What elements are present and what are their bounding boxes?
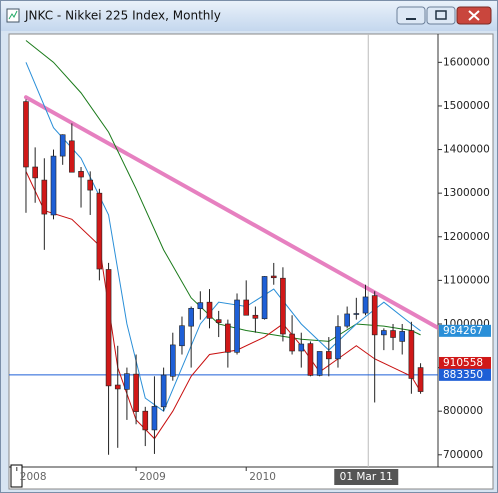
minimize-button[interactable] [396, 6, 426, 25]
price-label: 984267 [443, 325, 483, 337]
candle-body [197, 302, 204, 310]
x-tick-label: 2008 [20, 471, 47, 483]
candle-body [114, 384, 121, 390]
candle-body [215, 319, 222, 323]
candle-body [23, 101, 29, 168]
trendline [23, 95, 438, 331]
price-label: 883350 [443, 369, 483, 381]
candle-body [243, 299, 250, 316]
candle-body [96, 192, 103, 270]
candle-body [69, 140, 75, 173]
candle-body [179, 325, 185, 347]
candle-body [316, 351, 323, 376]
cursor-label: 01 Mar 11 [340, 471, 393, 483]
candle-body [417, 367, 424, 392]
price-label-bg [439, 356, 491, 369]
y-tick-label: 1600000 [443, 56, 490, 68]
x-tick-label: 2010 [249, 471, 276, 483]
candle-body [353, 313, 360, 315]
candle-body [381, 330, 387, 336]
candle-body [234, 299, 240, 353]
window-buttons [396, 6, 492, 25]
y-tick-label: 1200000 [443, 231, 490, 243]
candle-body [188, 307, 194, 327]
candle-body [261, 276, 268, 320]
candle-body [59, 134, 66, 157]
ma-line [25, 40, 421, 342]
candle-body [41, 179, 48, 215]
x-tick-label: 2009 [139, 471, 166, 483]
y-tick-label: 700000 [443, 449, 483, 461]
maximize-button[interactable] [426, 6, 456, 25]
candle-body [206, 301, 213, 319]
y-tick-label: 1300000 [443, 187, 490, 199]
plot [9, 34, 438, 467]
chart-panel [8, 33, 494, 490]
y-tick-label: 1100000 [443, 274, 490, 286]
candle-body [325, 351, 332, 360]
y-tick-label: 1400000 [443, 144, 490, 156]
app-icon-glyph [8, 10, 18, 20]
maximize-icon [435, 10, 447, 20]
candle-body [160, 374, 167, 408]
candle-body [280, 277, 286, 335]
candle-body [133, 373, 139, 412]
candle-body [307, 343, 314, 376]
price-label-bg [439, 368, 491, 381]
close-icon [468, 10, 480, 21]
candle-body [298, 343, 305, 352]
candle-body [344, 313, 350, 327]
candle-body [32, 166, 38, 179]
y-tick-label: 1500000 [443, 100, 490, 112]
candle-body [335, 326, 341, 360]
candle-body [408, 330, 415, 379]
candle-body [390, 330, 396, 338]
candle-body [151, 406, 158, 431]
price-label: 910558 [443, 357, 483, 369]
y-tick-label: 800000 [443, 405, 483, 417]
window-title: JNKC - Nikkei 225 Index, Monthly [24, 9, 221, 23]
candle-body [270, 275, 277, 279]
candle-body [399, 331, 406, 342]
candle-body [87, 179, 94, 191]
cursor-label-bg [334, 469, 399, 485]
candle-body [362, 296, 369, 314]
candle-body [50, 155, 57, 216]
candle-body [252, 314, 259, 319]
candle-body [78, 171, 84, 178]
scroll-box[interactable] [10, 464, 23, 488]
candle-body [371, 295, 378, 336]
candle-body [105, 269, 112, 387]
candle-body [170, 344, 176, 377]
price-label-bg [439, 324, 491, 337]
candle-body [124, 373, 130, 390]
candle-body [142, 410, 149, 431]
candle-body [225, 323, 231, 353]
candle-body [289, 333, 295, 352]
